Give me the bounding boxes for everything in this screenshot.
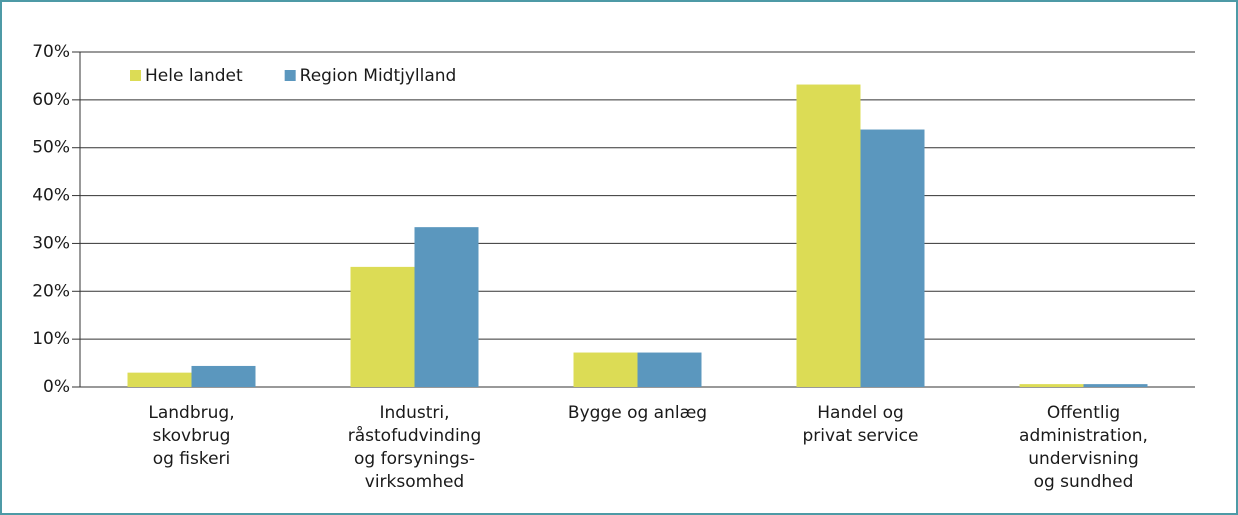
bar	[127, 372, 192, 387]
y-tick-label: 30%	[32, 233, 70, 253]
x-tick-label: og sundhed	[1034, 472, 1134, 492]
bar	[573, 352, 638, 387]
x-tick-label: skovbrug	[153, 426, 231, 446]
bar	[796, 84, 861, 388]
legend-label: Region Midtjylland	[300, 66, 457, 86]
x-tick-label: Handel og	[817, 403, 904, 423]
bar	[350, 266, 415, 387]
bar	[860, 129, 925, 387]
x-tick-label: Landbrug,	[148, 403, 234, 423]
x-tick-label: Bygge og anlæg	[568, 403, 707, 423]
x-tick-label: virksomhed	[365, 472, 464, 492]
bar	[191, 365, 256, 387]
x-tick-label: Industri,	[380, 403, 450, 423]
legend-label: Hele landet	[145, 66, 243, 86]
x-tick-label: privat service	[803, 426, 919, 446]
y-tick-label: 20%	[32, 281, 70, 301]
x-tick-label: administration,	[1019, 426, 1148, 446]
y-tick-label: 70%	[32, 42, 70, 62]
x-tick-label: råstofudvinding	[348, 425, 482, 446]
y-tick-label: 40%	[32, 186, 70, 206]
x-tick-label: undervisning	[1028, 449, 1139, 469]
x-tick-label: og forsynings-	[354, 449, 475, 469]
legend-swatch	[130, 70, 141, 81]
x-tick-label: og fiskeri	[153, 449, 231, 469]
bar	[1019, 384, 1084, 387]
y-tick-label: 0%	[43, 377, 70, 397]
x-tick-label: Offentlig	[1047, 403, 1120, 423]
bar	[1083, 384, 1148, 387]
y-tick-label: 10%	[32, 329, 70, 349]
bar	[637, 352, 702, 387]
bar	[414, 227, 479, 387]
legend-swatch	[284, 70, 296, 81]
y-tick-label: 50%	[32, 138, 70, 158]
y-tick-label: 60%	[32, 90, 70, 110]
